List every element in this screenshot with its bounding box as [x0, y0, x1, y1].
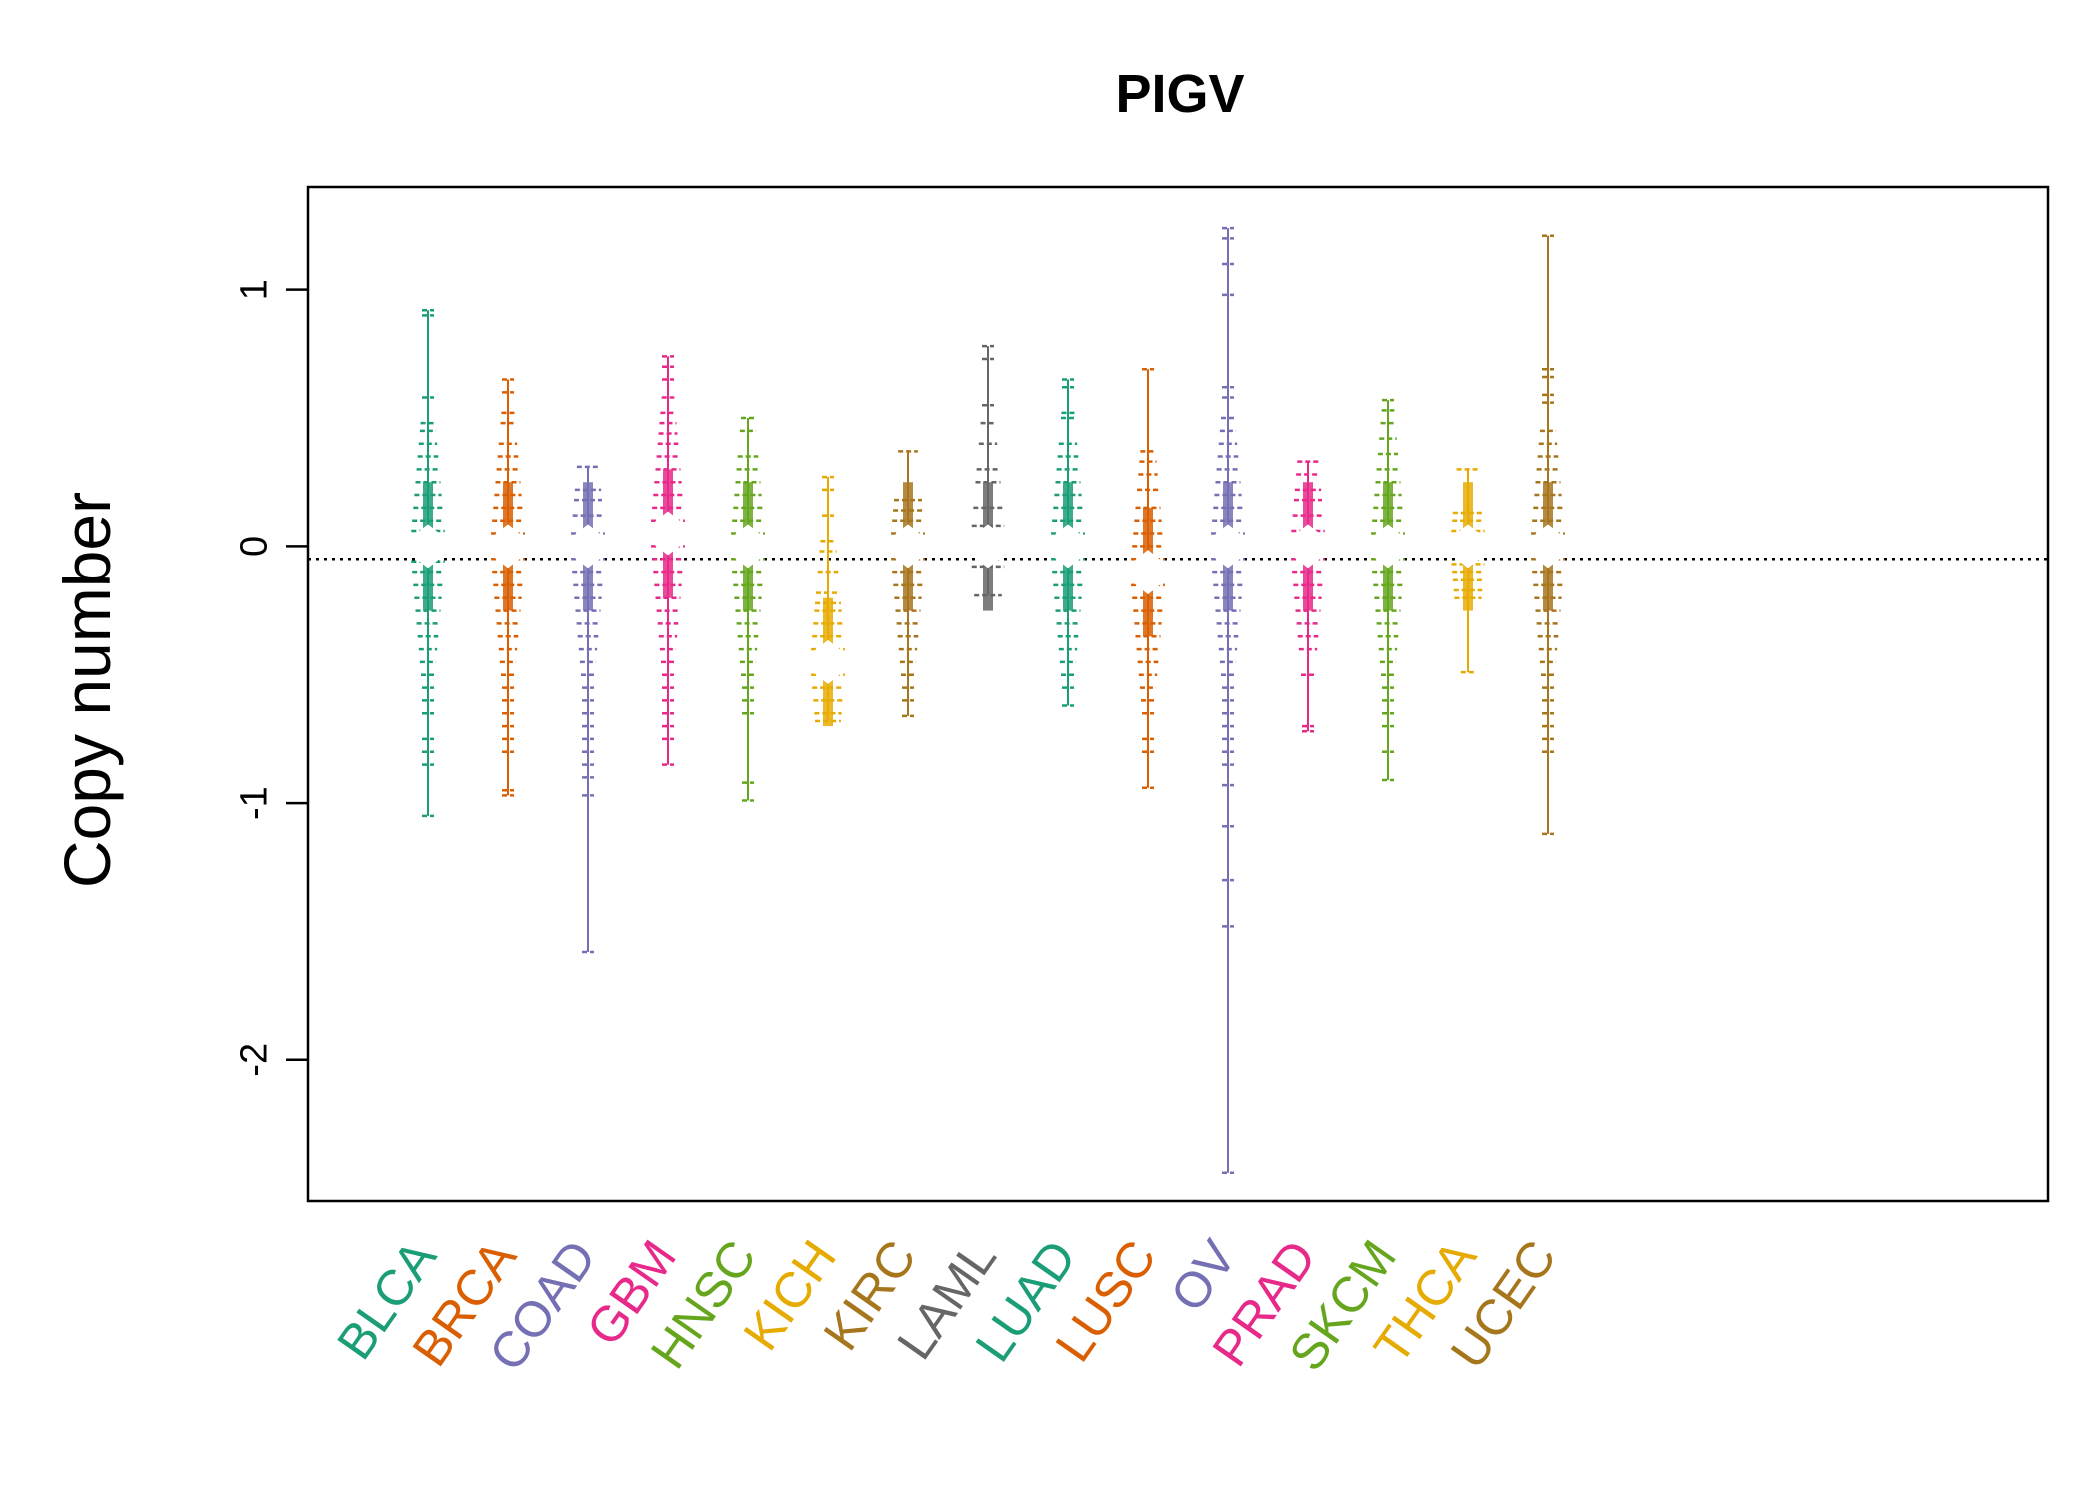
median-marker [480, 524, 536, 569]
bean-laml [960, 344, 1016, 611]
median-marker [800, 639, 856, 684]
y-tick-label: 1 [233, 279, 275, 300]
median-marker [960, 524, 1016, 569]
bean-brca [480, 378, 536, 797]
median-marker [1440, 524, 1496, 569]
bean-blca [400, 308, 456, 818]
median-marker [1280, 524, 1336, 569]
median-marker [1040, 524, 1096, 569]
median-marker [560, 524, 616, 569]
chart-title: PIGV [1115, 64, 1244, 124]
y-tick-label: -1 [233, 786, 275, 820]
median-marker [1360, 524, 1416, 569]
median-marker [1120, 550, 1176, 595]
plot-frame [306, 185, 2050, 1203]
plot-area: -2-101BLCABRCACOADGBMHNSCKICHKIRCLAMLLUA… [233, 185, 2050, 1381]
bean-ucec [1520, 234, 1576, 836]
y-axis-label: Copy number [50, 492, 124, 888]
median-marker [720, 524, 776, 569]
bean-kich [800, 475, 856, 727]
bean-kirc [880, 450, 936, 718]
median-marker [400, 524, 456, 569]
bean-coad [560, 465, 616, 954]
bean-lusc [1120, 368, 1176, 789]
bean-luad [1040, 378, 1096, 707]
bean-prad [1280, 460, 1336, 733]
median-marker [880, 524, 936, 569]
bean-gbm [640, 355, 696, 766]
bean-ov [1200, 226, 1256, 1175]
median-marker [1200, 524, 1256, 569]
bean-thca [1440, 468, 1496, 674]
median-marker [640, 511, 696, 556]
median-marker [1520, 524, 1576, 569]
bean-hnsc [720, 416, 776, 802]
y-tick-label: -2 [233, 1043, 275, 1077]
bean-skcm [1360, 398, 1416, 782]
y-tick-label: 0 [233, 536, 275, 557]
